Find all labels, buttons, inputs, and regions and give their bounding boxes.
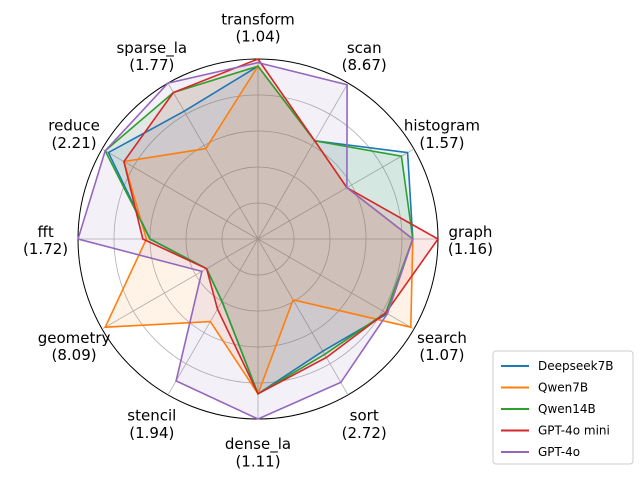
axis-label-transform: transform (1.04) bbox=[221, 10, 295, 45]
axis-value: (1.11) bbox=[235, 452, 280, 470]
axis-name: sort bbox=[350, 407, 379, 425]
axis-value: (1.04) bbox=[235, 28, 280, 46]
series-fill-qwen14b bbox=[105, 66, 413, 394]
series-fill-deepseek7b bbox=[108, 66, 413, 394]
axis-name: search bbox=[417, 329, 467, 347]
legend: Deepseek7B Qwen7B Qwen14B GPT-4o mini GPT-4o bbox=[492, 350, 634, 465]
axis-label-fft: fft (1.72) bbox=[23, 223, 68, 258]
legend-label: GPT-4o mini bbox=[538, 424, 610, 438]
legend-frame bbox=[492, 350, 634, 465]
grid-spoke bbox=[257, 82, 349, 240]
axis-value: (1.77) bbox=[129, 56, 174, 74]
axis-label-graph: graph (1.16) bbox=[448, 223, 493, 258]
legend-label: Qwen14B bbox=[538, 402, 596, 416]
series-fill-gpt-4o bbox=[78, 62, 413, 419]
axis-value: (1.57) bbox=[419, 134, 464, 152]
axis-value: (2.72) bbox=[342, 424, 387, 442]
grid-spoke bbox=[101, 148, 259, 240]
series-fill-gpt-4o-mini bbox=[123, 59, 439, 394]
axis-label-layer: transform (1.04) scan (8.67) histogram (1.57)… bbox=[23, 10, 493, 470]
axis-label-search: search (1.07) bbox=[417, 329, 467, 364]
axis-name: sparse_la bbox=[116, 39, 187, 58]
series-line-gpt-4o bbox=[76, 61, 414, 420]
legend-label: GPT-4o bbox=[538, 445, 580, 459]
series-fill-qwen7b bbox=[105, 66, 413, 394]
axis-name: scan bbox=[347, 39, 382, 57]
axis-value: (1.72) bbox=[23, 240, 68, 258]
axis-value: (1.16) bbox=[448, 240, 493, 258]
axis-label-histogram: histogram (1.57) bbox=[404, 117, 480, 152]
axis-value: (1.94) bbox=[129, 424, 174, 442]
grid-spoke bbox=[257, 148, 415, 240]
axis-name: dense_la bbox=[225, 435, 291, 454]
axis-name: histogram bbox=[404, 117, 480, 135]
grid-spoke bbox=[167, 82, 259, 240]
axis-name: transform bbox=[221, 10, 295, 28]
grid-spoke bbox=[167, 238, 259, 396]
axis-label-stencil: stencil (1.94) bbox=[127, 407, 176, 442]
axis-name: fft bbox=[37, 223, 53, 241]
axis-label-reduce: reduce (2.21) bbox=[48, 117, 100, 152]
axis-value: (8.67) bbox=[342, 56, 387, 74]
axis-name: geometry bbox=[38, 329, 111, 347]
axis-value: (2.21) bbox=[52, 134, 97, 152]
axis-label-dense-la: dense_la (1.11) bbox=[225, 435, 291, 470]
axis-name: stencil bbox=[127, 407, 176, 425]
legend-label: Qwen7B bbox=[538, 381, 588, 395]
legend-label: Deepseek7B bbox=[538, 359, 613, 373]
axis-label-sort: sort (2.72) bbox=[342, 407, 387, 442]
axis-label-scan: scan (8.67) bbox=[342, 39, 387, 74]
axis-value: (1.07) bbox=[419, 346, 464, 364]
axis-name: reduce bbox=[48, 117, 100, 135]
axis-value: (8.09) bbox=[52, 346, 97, 364]
axis-label-geometry: geometry (8.09) bbox=[38, 329, 111, 364]
grid-spoke bbox=[101, 238, 259, 330]
axis-label-sparse-la: sparse_la (1.77) bbox=[116, 39, 187, 74]
series-layer bbox=[76, 58, 440, 420]
axis-name: graph bbox=[448, 223, 492, 241]
grid-spoke bbox=[257, 238, 349, 396]
